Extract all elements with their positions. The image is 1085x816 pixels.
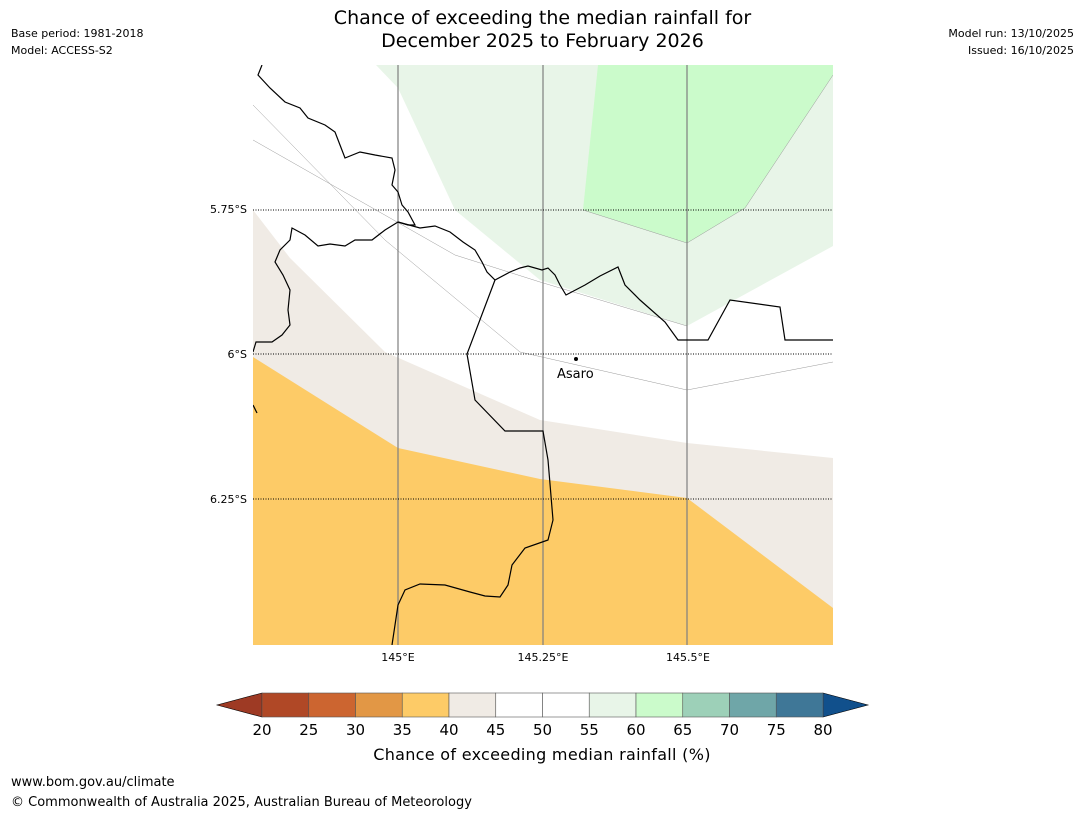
model-run: Model run: 13/10/2025 (948, 27, 1074, 40)
colorbar-tick-label: 40 (439, 721, 458, 739)
colorbar-segment (261, 692, 310, 718)
colorbar-segment (355, 692, 403, 718)
lon-label-145-25: 145.25°E (518, 651, 569, 664)
colorbar-segment (682, 692, 730, 718)
meridian-lines (397, 65, 688, 645)
town-label: Asaro (557, 367, 594, 382)
footer-copyright: © Commonwealth of Australia 2025, Austra… (11, 795, 472, 810)
colorbar-tick-label: 50 (533, 721, 552, 739)
meta-left: Base period: 1981-2018 Model: ACCESS-S2 (11, 25, 143, 59)
colorbar: 20 25 30 35 40 45 50 55 60 65 70 75 80 (215, 692, 870, 739)
colorbar-tick-label: 35 (393, 721, 412, 739)
colorbar-tick-label: 70 (720, 721, 739, 739)
colorbar-tick-label: 65 (673, 721, 692, 739)
map-area (253, 65, 833, 645)
boundary-east (397, 221, 833, 341)
colorbar-segment (635, 692, 684, 718)
colorbar-segment (729, 692, 777, 718)
footer-url: www.bom.gov.au/climate (11, 775, 175, 790)
model-name: Model: ACCESS-S2 (11, 44, 113, 57)
colorbar-tick-label: 55 (580, 721, 599, 739)
colorbar-tick-label: 30 (346, 721, 365, 739)
meta-right: Model run: 13/10/2025 Issued: 16/10/2025 (948, 25, 1074, 59)
lat-label-6-25: 6.25°S (210, 493, 247, 506)
colorbar-tick-label: 75 (767, 721, 786, 739)
colorbar-tick-label: 45 (486, 721, 505, 739)
lat-labels: 5.75°S 6°S 6.25°S (210, 203, 247, 506)
base-period: Base period: 1981-2018 (11, 27, 144, 40)
colorbar-segment (588, 692, 637, 718)
town-marker (574, 357, 578, 361)
colorbar-under-triangle (215, 692, 263, 718)
boundary-west-fragment (253, 404, 258, 414)
contour-lines (253, 74, 833, 391)
colorbar-tick-label: 25 (299, 721, 318, 739)
colorbar-segment (308, 692, 356, 718)
colorbar-segment (775, 692, 824, 718)
issued-date: Issued: 16/10/2025 (967, 44, 1074, 57)
lon-label-145: 145°E (381, 651, 414, 664)
colorbar-tick-label: 80 (813, 721, 832, 739)
lon-label-145-5: 145.5°E (666, 651, 710, 664)
colorbar-segment (401, 692, 450, 718)
title-line-2: December 2025 to February 2026 (381, 30, 704, 52)
colorbar-tick-label: 60 (626, 721, 645, 739)
page-title: Chance of exceeding the median rainfall … (0, 7, 1085, 53)
lat-label-5-75: 5.75°S (210, 203, 247, 216)
lat-label-6: 6°S (228, 348, 247, 361)
colorbar-over-triangle (822, 692, 870, 718)
colorbar-segment (448, 692, 497, 718)
colorbar-segment (495, 692, 543, 718)
band-60-65 (583, 65, 833, 243)
title-line-1: Chance of exceeding the median rainfall … (333, 7, 752, 29)
boundary-centre (391, 279, 554, 645)
colorbar-label: Chance of exceeding median rainfall (%) (373, 745, 711, 764)
colorbar-tick-label: 20 (252, 721, 271, 739)
parallel-lines (253, 209, 833, 500)
lon-labels: 145°E 145.25°E 145.5°E (381, 651, 710, 664)
province-boundaries (253, 65, 833, 645)
colorbar-segment (542, 692, 590, 718)
